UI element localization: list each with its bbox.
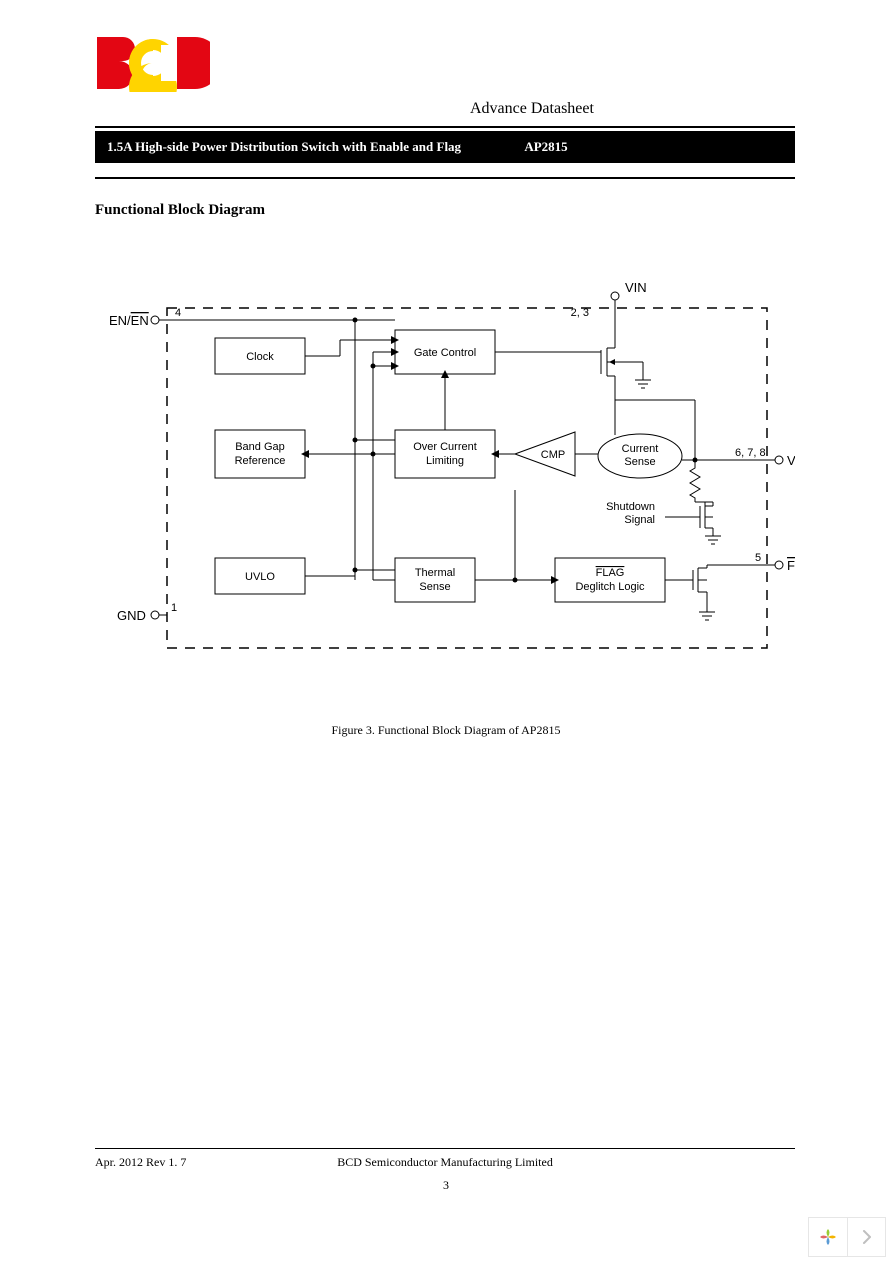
section-title: Functional Block Diagram [95,202,265,219]
nav-widget [808,1217,886,1257]
svg-text:Reference: Reference [235,455,286,467]
block-csense: Current [622,443,659,455]
figure-caption: Figure 3. Functional Block Diagram of AP… [0,723,892,738]
svg-text:Sense: Sense [624,456,655,468]
mosfet-flag-icon [665,565,775,620]
footer-company: BCD Semiconductor Manufacturing Limited [95,1155,795,1170]
pin-vin-label: VIN [625,280,647,295]
svg-text:Deglitch Logic: Deglitch Logic [575,581,645,593]
title-bar: 1.5A High-side Power Distribution Switch… [95,131,795,163]
nav-next-icon[interactable] [847,1218,885,1256]
resistor-icon [690,462,700,502]
pin-gnd-label: GND [117,608,146,623]
pin-flag-label: FLAG [787,558,795,573]
bcd-logo [95,32,210,97]
pin-gnd-num: 1 [171,602,177,614]
block-thermal: Thermal [415,567,455,579]
title-text: 1.5A High-side Power Distribution Switch… [107,139,461,154]
mosfet-shutdown-icon [665,502,721,544]
pin-vin-num: 2, 3 [571,307,589,319]
svg-text:Sense: Sense [419,581,450,593]
svg-text:Limiting: Limiting [426,455,464,467]
footer-rule [95,1148,795,1149]
svg-text:Signal: Signal [624,514,655,526]
pin-flag-num: 5 [755,552,761,564]
pin-en-num: 4 [175,307,181,319]
nav-logo-icon[interactable] [809,1218,847,1256]
block-bandgap: Band Gap [235,441,285,453]
advance-datasheet-label: Advance Datasheet [470,100,594,118]
block-ocl: Over Current [413,441,477,453]
shutdown-label: Shutdown [606,501,655,513]
page-number: 3 [0,1178,892,1193]
block-cmp: CMP [541,449,565,461]
functional-block-diagram: EN/EN 4 GND 1 VIN 2, 3 VOUT 6, 7, 8 FLAG… [95,280,795,680]
block-flaglogic: FLAG [596,567,625,579]
pin-vout-label: VOUT [787,453,795,468]
block-gate: Gate Control [414,347,476,359]
rule-under [95,177,795,179]
pin-en-label: EN/EN [109,313,149,328]
pin-vout-num: 6, 7, 8 [735,447,766,459]
part-number: AP2815 [524,139,567,155]
block-uvlo: UVLO [245,571,275,583]
rule-top [95,126,795,128]
block-clock: Clock [246,351,274,363]
mosfet-main-icon [495,336,651,435]
